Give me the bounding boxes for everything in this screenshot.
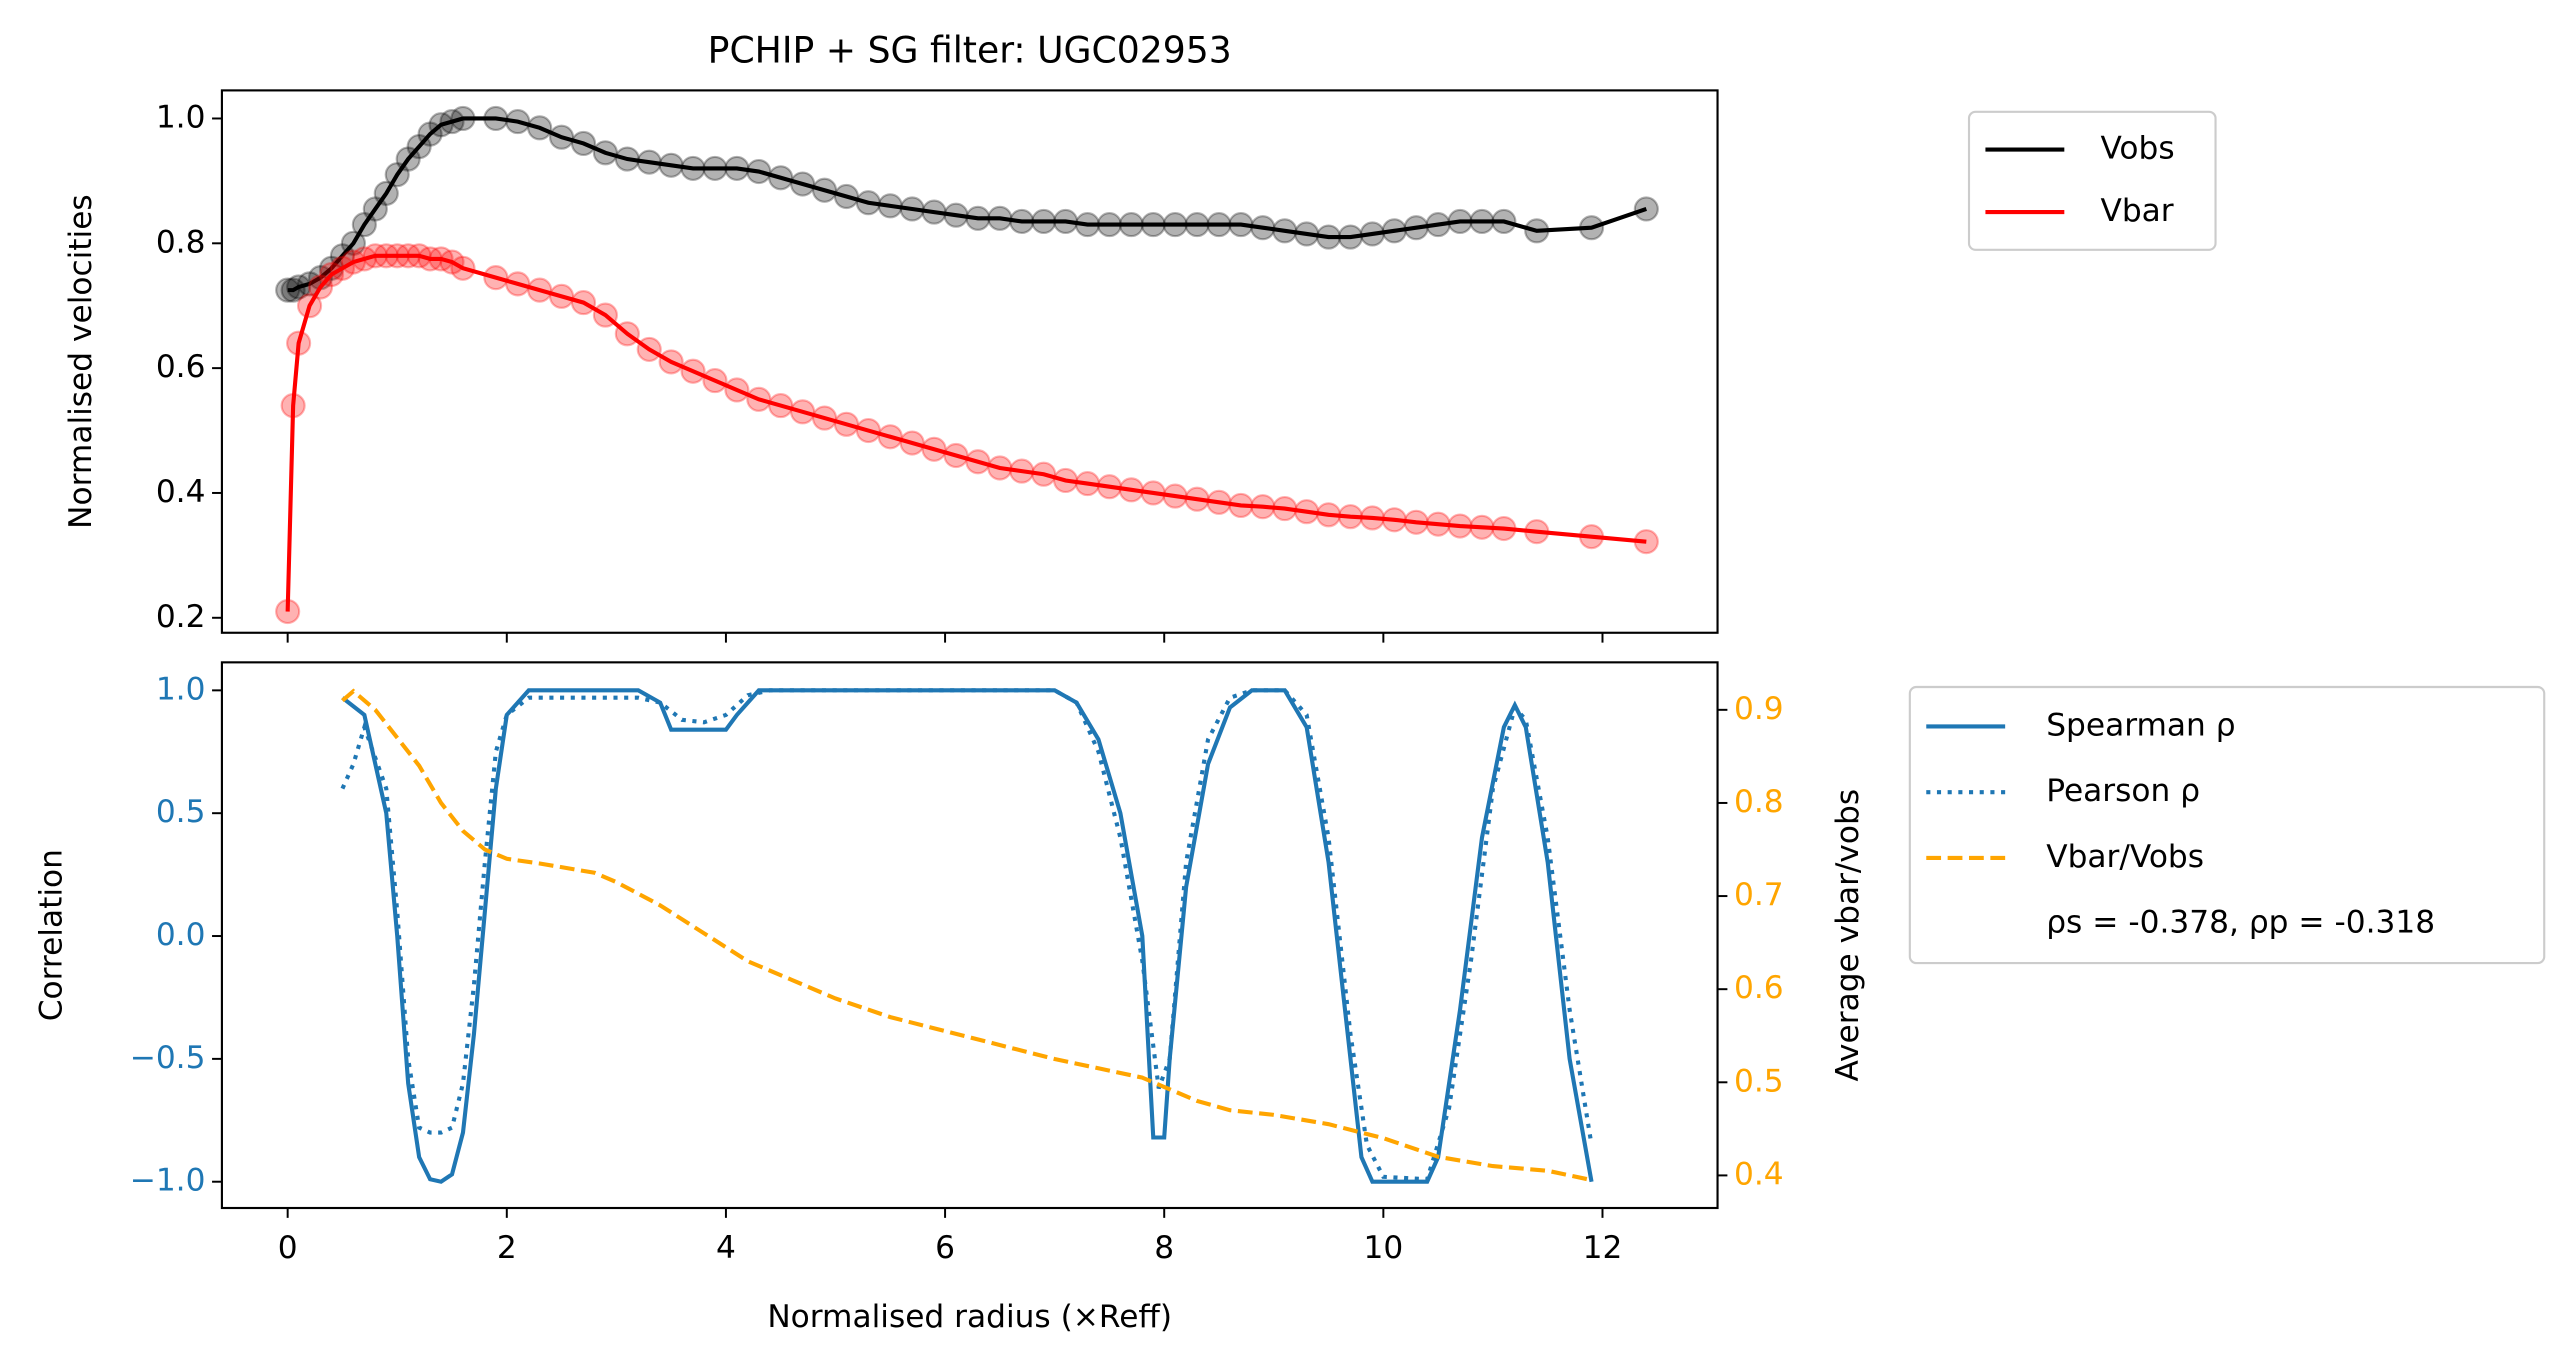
series-line [285, 253, 1647, 612]
y-axis-label: Correlation [34, 849, 70, 1021]
x-axis-label: Normalised radius (×Reff) [767, 1299, 1172, 1335]
axes-frame [220, 661, 1719, 1210]
legend-label: Spearman ρ [2046, 707, 2235, 743]
y-tick-label: 1.0 [156, 99, 206, 135]
x-tick-label: 10 [1363, 1230, 1403, 1266]
legend-box [1908, 685, 2546, 965]
x-tick-label: 4 [716, 1230, 736, 1266]
x-tick-label: 12 [1583, 1230, 1623, 1266]
y-tick-label: 1.0 [156, 671, 206, 707]
y2-tick-label: 0.7 [1734, 877, 1784, 913]
y2-tick-label: 0.5 [1734, 1063, 1784, 1099]
y-tick-label: −1.0 [130, 1163, 206, 1199]
legend-box [1967, 110, 2217, 251]
legend-label: Vbar/Vobs [2046, 839, 2204, 875]
x-tick-label: 8 [1154, 1230, 1174, 1266]
legend-label: Vobs [2100, 131, 2174, 167]
y2-tick-label: 0.4 [1734, 1156, 1784, 1192]
y-axis-label: Normalised velocities [63, 194, 99, 529]
y-tick-label: 0.2 [156, 599, 206, 635]
legend-label: Pearson ρ [2046, 773, 2200, 809]
chart-title: PCHIP + SG filter: UGC02953 [708, 29, 1232, 72]
y-tick-label: 0.5 [156, 794, 206, 830]
series-line [341, 688, 1592, 1183]
axes-frame [220, 89, 1719, 634]
y2-tick-label: 0.6 [1734, 970, 1784, 1006]
x-tick-label: 6 [935, 1230, 955, 1266]
y-tick-label: −0.5 [130, 1040, 206, 1076]
y-tick-label: 0.0 [156, 917, 206, 953]
legend-annotation: ρs = -0.378, ρp = -0.318 [2046, 905, 2435, 941]
y-tick-label: 0.4 [156, 474, 206, 510]
y2-axis-label: Average vbar/vobs [1830, 789, 1866, 1082]
legend-label: Vbar [2100, 193, 2173, 229]
y2-tick-label: 0.8 [1734, 784, 1784, 820]
series-line [287, 116, 1647, 293]
x-tick-label: 2 [497, 1230, 517, 1266]
y2-tick-label: 0.9 [1734, 691, 1784, 727]
y-tick-label: 0.8 [156, 224, 206, 260]
x-tick-label: 0 [278, 1230, 298, 1266]
y-tick-label: 0.6 [156, 349, 206, 385]
series-line [340, 688, 1594, 1182]
